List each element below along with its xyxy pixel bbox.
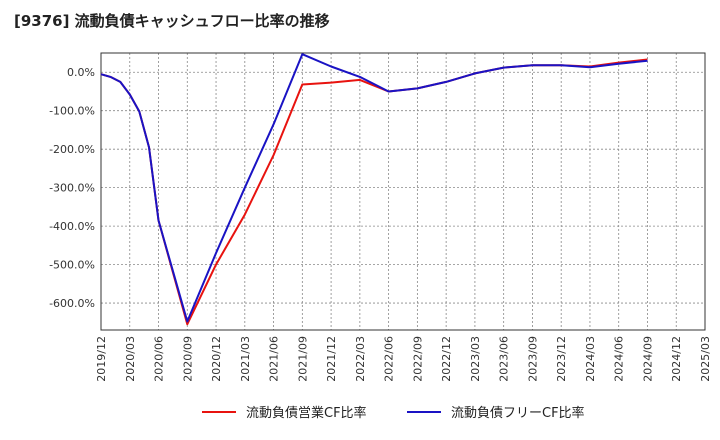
x-tick-label: 2023/06 (498, 336, 511, 382)
x-tick-label: 2020/03 (124, 336, 137, 382)
grid-lines (101, 53, 705, 330)
x-tick-label: 2021/03 (239, 336, 252, 382)
x-tick-label: 2023/12 (555, 336, 568, 382)
legend: 流動負債営業CF比率 流動負債フリーCF比率 (0, 402, 720, 428)
legend-label-operating-cf: 流動負債営業CF比率 (246, 406, 367, 421)
x-tick-label: 2022/03 (354, 336, 367, 382)
x-tick-label: 2019/12 (95, 336, 108, 382)
x-tick-label: 2023/03 (469, 336, 482, 382)
x-tick-label: 2022/06 (383, 336, 396, 382)
legend-item-operating-cf: 流動負債営業CF比率 (202, 402, 367, 421)
x-tick-label: 2022/12 (440, 336, 453, 382)
legend-label-free-cf: 流動負債フリーCF比率 (451, 406, 585, 421)
series-line-operating-cf (100, 58, 648, 326)
x-tick-label: 2024/09 (641, 336, 654, 382)
x-tick-label: 2020/06 (153, 336, 166, 382)
x-tick-label: 2020/12 (210, 336, 223, 382)
x-tick-label: 2020/09 (181, 336, 194, 382)
y-tick-label: -300.0% (49, 182, 95, 195)
y-tick-label: -100.0% (49, 105, 95, 118)
y-tick-label: -600.0% (49, 297, 95, 310)
x-tick-label: 2021/06 (268, 336, 281, 382)
x-tick-label: 2023/09 (526, 336, 539, 382)
y-axis-ticks: 0.0% -100.0% -200.0% -300.0% -400.0% -500.0% -… (49, 66, 95, 310)
x-tick-label: 2024/12 (670, 336, 683, 382)
y-tick-label: 0.0% (67, 66, 95, 79)
y-tick-label: -200.0% (49, 143, 95, 156)
x-tick-label: 2021/09 (296, 336, 309, 382)
y-tick-label: -500.0% (49, 259, 95, 272)
legend-item-free-cf: 流動負債フリーCF比率 (407, 402, 585, 421)
series-lines (100, 53, 648, 326)
x-tick-label: 2022/09 (411, 336, 424, 382)
x-tick-label: 2024/06 (613, 336, 626, 382)
series-line-free-cf (100, 53, 648, 323)
x-tick-label: 2025/03 (699, 336, 712, 382)
x-axis-ticks: 2019/12 2020/03 2020/06 2020/09 2020/12 2021/… (95, 336, 712, 382)
y-tick-label: -400.0% (49, 220, 95, 233)
x-tick-label: 2024/03 (584, 336, 597, 382)
x-tick-label: 2021/12 (325, 336, 338, 382)
plot-area-frame (100, 52, 706, 331)
chart-title: [9376] 流動負債キャッシュフロー比率の推移 (14, 12, 330, 30)
legend-swatch-free-cf (407, 410, 441, 413)
legend-swatch-operating-cf (202, 410, 236, 413)
